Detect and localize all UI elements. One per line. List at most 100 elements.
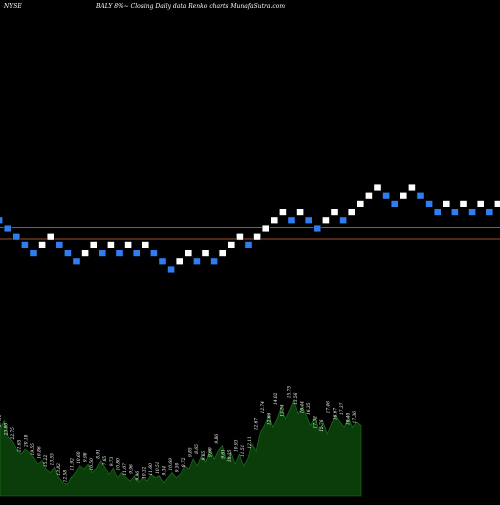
volume-label: 9.34 — [162, 466, 167, 476]
volume-point — [113, 468, 114, 469]
volume-point — [134, 475, 135, 476]
renko-brick-down — [159, 258, 166, 265]
renko-brick-up — [322, 217, 329, 224]
volume-label: 10.80 — [116, 458, 121, 471]
renko-brick-up — [47, 233, 54, 240]
volume-point — [33, 457, 34, 458]
volume-label: 10.35 — [228, 450, 233, 463]
volume-point — [340, 422, 341, 423]
renko-brick-down — [288, 217, 295, 224]
volume-label: 17.46 — [327, 401, 332, 414]
volume-point — [298, 413, 299, 414]
volume-label: 8.91 — [97, 449, 102, 459]
renko-brick-down — [133, 250, 140, 257]
exchange-label: NYSE — [4, 3, 22, 10]
renko-brick-up — [460, 201, 467, 208]
volume-label: 21.65 — [18, 439, 23, 453]
volume-point — [88, 464, 89, 465]
renko-brick-down — [4, 225, 11, 232]
chart-title: BALY 8%~ Closing Daily data Renko charts… — [96, 3, 285, 10]
volume-label: 9.60 — [208, 447, 213, 457]
volume-label: 15.22 — [44, 455, 49, 468]
volume-point — [272, 427, 273, 428]
volume-label: 10.69 — [169, 458, 174, 471]
renko-brick-up — [348, 209, 355, 216]
renko-brick-down — [417, 192, 424, 199]
volume-point — [277, 418, 278, 419]
volume-point — [222, 445, 223, 446]
volume-point — [243, 465, 244, 466]
renko-brick-down — [434, 209, 441, 216]
volume-label: 14.02 — [274, 392, 279, 405]
volume-label: 9.86 — [215, 434, 220, 444]
volume-label: 13.55 — [51, 453, 56, 466]
volume-point — [100, 460, 101, 461]
renko-brick-up — [236, 233, 243, 240]
renko-brick-up — [494, 201, 500, 208]
volume-point — [25, 449, 26, 450]
volume-label: 17.37 — [340, 402, 345, 415]
volume-label: 13.82 — [57, 463, 62, 476]
volume-label: 16.40 — [346, 413, 351, 426]
volume-point — [256, 450, 257, 451]
renko-brick-up — [219, 250, 226, 257]
volume-point — [163, 482, 164, 483]
volume-label: 22.75 — [11, 427, 16, 441]
renko-brick-up — [82, 250, 89, 257]
volume-label: 10.51 — [156, 461, 161, 473]
renko-brick-down — [13, 233, 20, 240]
volume-point — [214, 459, 215, 460]
renko-brick-up — [443, 201, 450, 208]
volume-label: 9.73 — [110, 456, 115, 466]
volume-point — [67, 484, 68, 485]
volume-point — [46, 469, 47, 470]
volume-point — [310, 425, 311, 426]
volume-label: 12.58 — [64, 470, 69, 483]
volume-label: 9.85 — [189, 447, 194, 457]
volume-label: 16.44 — [300, 401, 305, 414]
volume-point — [331, 423, 332, 424]
renko-brick-down — [150, 250, 157, 257]
volume-point — [138, 482, 139, 483]
renko-brick-up — [331, 209, 338, 216]
volume-label: 10.32 — [143, 466, 148, 479]
renko-brick-down — [245, 242, 252, 249]
renko-brick-down — [305, 217, 312, 224]
renko-brick-down — [451, 209, 458, 216]
renko-brick-up — [357, 201, 364, 208]
volume-point — [58, 477, 59, 478]
renko-brick-up — [228, 242, 235, 249]
volume-point — [289, 410, 290, 411]
renko-brick-down — [391, 201, 398, 208]
volume-point — [37, 464, 38, 465]
renko-brick-up — [408, 184, 415, 191]
volume-point — [79, 465, 80, 466]
volume-point — [109, 474, 110, 475]
volume-point — [176, 477, 177, 478]
renko-brick-down — [211, 258, 218, 265]
volume-point — [264, 425, 265, 426]
volume-label: 11.60 — [149, 463, 154, 476]
volume-point — [172, 472, 173, 473]
renko-brick-up — [297, 209, 304, 216]
volume-point — [96, 468, 97, 469]
renko-brick-up — [365, 192, 372, 199]
volume-label: 16.35 — [307, 402, 312, 415]
volume-label: 13.54 — [281, 404, 286, 417]
renko-brick-down — [469, 209, 476, 216]
volume-point — [239, 454, 240, 455]
volume-label: 9.96 — [136, 471, 141, 481]
volume-point — [193, 459, 194, 460]
volume-point — [226, 460, 227, 461]
renko-brick-up — [39, 242, 46, 249]
volume-point — [205, 462, 206, 463]
renko-brick-up — [142, 242, 149, 249]
volume-label: 9.65 — [202, 451, 207, 461]
renko-brick-down — [99, 250, 106, 257]
renko-brick-down — [64, 250, 71, 257]
renko-brick-down — [0, 217, 3, 224]
volume-point — [42, 460, 43, 461]
volume-point — [105, 467, 106, 468]
